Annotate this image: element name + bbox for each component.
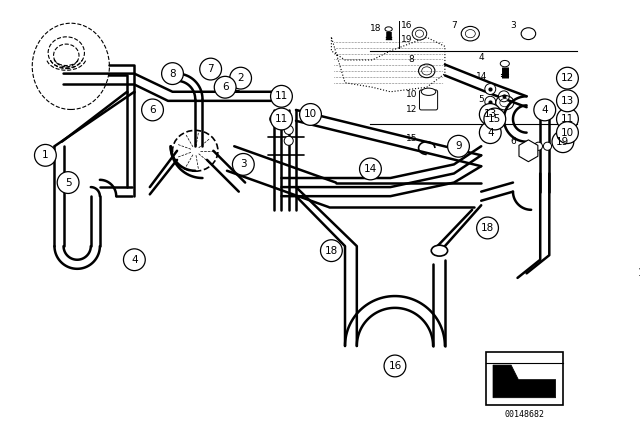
Circle shape <box>485 96 496 107</box>
Circle shape <box>543 142 552 151</box>
Text: 10: 10 <box>406 90 417 99</box>
Circle shape <box>477 217 499 239</box>
Polygon shape <box>493 365 556 398</box>
Circle shape <box>479 122 501 143</box>
Text: 5: 5 <box>65 177 72 188</box>
Circle shape <box>277 115 286 124</box>
Text: 4: 4 <box>541 105 548 115</box>
Circle shape <box>57 172 79 194</box>
Text: 8: 8 <box>408 56 414 65</box>
Text: 16: 16 <box>388 361 401 371</box>
Text: 2: 2 <box>232 81 240 94</box>
Text: 19: 19 <box>401 34 413 43</box>
Text: 14: 14 <box>364 164 377 174</box>
Text: 6: 6 <box>510 137 516 146</box>
Circle shape <box>534 99 556 121</box>
Ellipse shape <box>421 88 436 95</box>
Text: 3: 3 <box>240 159 246 169</box>
Circle shape <box>552 131 574 153</box>
Ellipse shape <box>412 27 427 40</box>
Text: 10: 10 <box>304 109 317 120</box>
Text: 13: 13 <box>484 109 497 120</box>
Ellipse shape <box>500 60 509 67</box>
Text: 15: 15 <box>406 134 417 143</box>
Text: 12: 12 <box>406 105 417 114</box>
FancyBboxPatch shape <box>419 90 438 110</box>
Text: 19: 19 <box>556 137 570 146</box>
Circle shape <box>35 144 56 166</box>
Text: 17: 17 <box>638 268 640 278</box>
Circle shape <box>557 67 579 89</box>
Circle shape <box>214 76 236 98</box>
Circle shape <box>384 355 406 377</box>
Circle shape <box>557 122 579 143</box>
Circle shape <box>284 136 293 145</box>
Circle shape <box>634 263 640 284</box>
Text: 7: 7 <box>451 21 457 30</box>
Text: 8: 8 <box>169 69 176 78</box>
Circle shape <box>484 108 506 130</box>
Circle shape <box>200 58 221 80</box>
Circle shape <box>141 99 163 121</box>
Text: 18: 18 <box>324 246 338 256</box>
Text: 5: 5 <box>478 95 484 103</box>
Text: 3: 3 <box>510 21 516 30</box>
Text: 12: 12 <box>561 73 574 83</box>
Circle shape <box>557 90 579 112</box>
Text: 13: 13 <box>561 96 574 106</box>
Text: 7: 7 <box>207 64 214 74</box>
Circle shape <box>499 91 509 102</box>
Circle shape <box>271 86 292 107</box>
Circle shape <box>321 240 342 262</box>
Text: 1: 1 <box>42 151 49 160</box>
Text: 00148682: 00148682 <box>504 409 545 418</box>
FancyBboxPatch shape <box>486 352 563 405</box>
Text: 10: 10 <box>561 128 574 138</box>
Circle shape <box>360 158 381 180</box>
Text: 4: 4 <box>487 128 493 138</box>
Text: 2: 2 <box>237 73 244 83</box>
Circle shape <box>447 135 469 157</box>
Text: 11: 11 <box>275 91 288 101</box>
Ellipse shape <box>385 27 392 31</box>
Text: 11: 11 <box>275 114 288 124</box>
Circle shape <box>269 115 279 124</box>
Text: 14: 14 <box>476 72 487 81</box>
Ellipse shape <box>415 30 424 37</box>
Circle shape <box>284 125 293 134</box>
Text: 4: 4 <box>131 255 138 265</box>
Text: 9: 9 <box>454 142 463 155</box>
Text: 18: 18 <box>481 223 494 233</box>
Circle shape <box>485 84 496 95</box>
Text: 6: 6 <box>149 105 156 115</box>
Circle shape <box>479 103 501 125</box>
Text: 16: 16 <box>401 21 413 30</box>
Circle shape <box>271 108 292 130</box>
Text: 11: 11 <box>561 114 574 124</box>
Circle shape <box>232 154 254 175</box>
Text: 18: 18 <box>370 24 381 33</box>
Circle shape <box>230 67 252 89</box>
Circle shape <box>162 63 184 85</box>
Text: 6: 6 <box>222 82 228 92</box>
Circle shape <box>300 103 321 125</box>
Ellipse shape <box>431 245 447 256</box>
Text: 15: 15 <box>488 114 502 124</box>
Circle shape <box>124 249 145 271</box>
Text: 4: 4 <box>478 53 484 62</box>
Circle shape <box>534 142 543 151</box>
Circle shape <box>557 108 579 130</box>
Text: 9: 9 <box>455 141 462 151</box>
